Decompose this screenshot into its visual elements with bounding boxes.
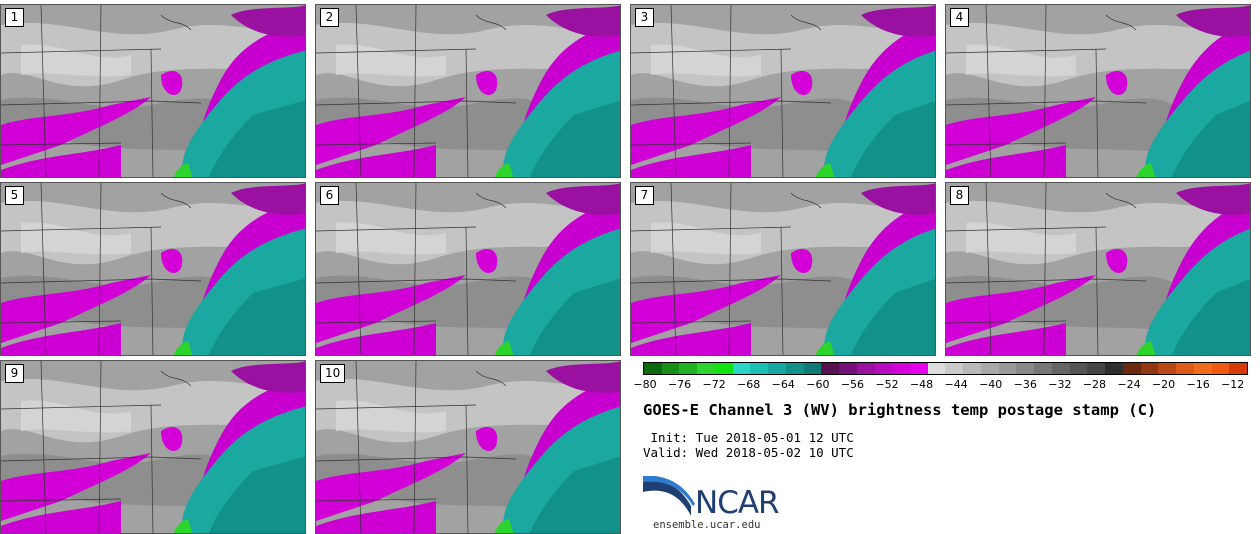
map-panel: 5 <box>0 182 306 356</box>
water-vapor-map <box>316 361 620 533</box>
colorbar-segment <box>945 363 964 374</box>
colorbar-tick-label: −28 <box>1082 378 1107 391</box>
panel-number: 2 <box>320 8 339 27</box>
map-panel: 10 <box>315 360 621 534</box>
colorbar-segment <box>1140 363 1159 374</box>
colorbar-segment <box>1069 363 1088 374</box>
water-vapor-map <box>631 5 935 177</box>
colorbar-segment <box>927 363 946 374</box>
colorbar-tick-label: −80 <box>633 378 657 391</box>
colorbar-tick-label: −64 <box>771 378 795 391</box>
map-panel: 7 <box>630 182 936 356</box>
water-vapor-map <box>316 183 620 355</box>
colorbar-tick-label: −76 <box>667 378 692 391</box>
map-panel: 4 <box>945 4 1251 178</box>
colorbar-segment <box>910 363 928 374</box>
map-panel: 9 <box>0 360 306 534</box>
map-panel: 2 <box>315 4 621 178</box>
colorbar-tick-label: −40 <box>979 378 1003 391</box>
colorbar-segment <box>1105 363 1123 374</box>
colorbar-segment <box>750 363 769 374</box>
water-vapor-map <box>1 361 305 533</box>
colorbar-segment <box>1229 363 1247 374</box>
colorbar-tick-label: −60 <box>806 378 830 391</box>
panel-number: 7 <box>635 186 654 205</box>
panel-number: 3 <box>635 8 654 27</box>
colorbar-segment <box>874 363 893 374</box>
panel-number: 6 <box>320 186 339 205</box>
plot-title: GOES-E Channel 3 (WV) brightness temp po… <box>643 401 1157 419</box>
colorbar-segment <box>1122 363 1141 374</box>
colorbar-tick-label: −56 <box>840 378 865 391</box>
colorbar-segment <box>1176 363 1194 374</box>
colorbar <box>643 362 1248 375</box>
colorbar-segment <box>785 363 804 374</box>
colorbar-segment <box>839 363 857 374</box>
colorbar-segment <box>697 363 715 374</box>
colorbar-segment <box>661 363 680 374</box>
panel-number: 10 <box>320 364 346 383</box>
ncar-swoosh-icon <box>643 475 695 516</box>
logo-url: ensemble.ucar.edu <box>653 519 761 531</box>
water-vapor-map <box>946 183 1250 355</box>
colorbar-segment <box>963 363 981 374</box>
colorbar-tick-label: −52 <box>875 378 899 391</box>
init-time: Init: Tue 2018-05-01 12 UTC <box>643 430 854 445</box>
panel-number: 5 <box>5 186 24 205</box>
colorbar-tick-label: −16 <box>1186 378 1210 391</box>
colorbar-segment <box>856 363 875 374</box>
colorbar-tick-label: −36 <box>1013 378 1037 391</box>
colorbar-segment <box>892 363 911 374</box>
colorbar-segment <box>803 363 822 374</box>
water-vapor-map <box>946 5 1250 177</box>
panel-number: 4 <box>950 8 969 27</box>
colorbar-segment <box>768 363 786 374</box>
colorbar-segment <box>1051 363 1070 374</box>
ncar-logo: NCAR ensemble.ucar.edu <box>643 475 803 532</box>
colorbar-tick-label: −68 <box>737 378 761 391</box>
colorbar-segment <box>821 363 840 374</box>
colorbar-segment <box>1016 363 1035 374</box>
map-panel: 3 <box>630 4 936 178</box>
water-vapor-map <box>631 183 935 355</box>
map-panel: 8 <box>945 182 1251 356</box>
panel-number: 8 <box>950 186 969 205</box>
colorbar-tick-label: −12 <box>1221 378 1245 391</box>
colorbar-tick-label: −44 <box>944 378 968 391</box>
colorbar-segment <box>1034 363 1052 374</box>
colorbar-segment <box>1193 363 1212 374</box>
colorbar-tick-label: −24 <box>1117 378 1141 391</box>
colorbar-segment <box>1211 363 1230 374</box>
colorbar-segment <box>732 363 751 374</box>
colorbar-segment <box>980 363 999 374</box>
panel-number: 9 <box>5 364 24 383</box>
water-vapor-map <box>316 5 620 177</box>
water-vapor-map <box>1 5 305 177</box>
map-panel: 1 <box>0 4 306 178</box>
colorbar-tick-label: −48 <box>909 378 934 391</box>
colorbar-segment <box>1087 363 1106 374</box>
valid-time: Valid: Wed 2018-05-02 10 UTC <box>643 445 854 460</box>
colorbar-tick-label: −20 <box>1151 378 1176 391</box>
colorbar-tick-label: −72 <box>702 378 726 391</box>
logo-wordmark: NCAR <box>695 485 780 521</box>
colorbar-tick-label: −32 <box>1048 378 1072 391</box>
colorbar-segment <box>644 363 662 374</box>
colorbar-segment <box>679 363 698 374</box>
colorbar-ticks: −80 −76 −72 −68 −64 −60 −56 −52 −48 −44 −40 −36 −32−… <box>633 378 1248 394</box>
colorbar-segment <box>998 363 1017 374</box>
colorbar-segment <box>1158 363 1177 374</box>
colorbar-segment <box>714 363 733 374</box>
map-panel: 6 <box>315 182 621 356</box>
panel-number: 1 <box>5 8 24 27</box>
water-vapor-map <box>1 183 305 355</box>
